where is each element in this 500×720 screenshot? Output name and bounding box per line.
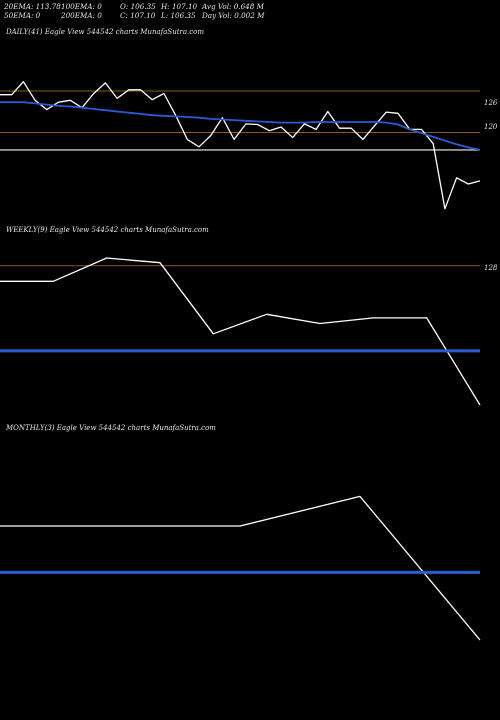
ema200-stat: 200EMA: 0 <box>61 11 102 20</box>
y-tick-label-1-0: 128 <box>484 264 498 272</box>
close-stat: C: 107.10 <box>120 11 156 20</box>
open-stat: O: 106.35 <box>120 2 156 11</box>
y-tick-label-0-1: 120 <box>484 123 498 131</box>
high-stat: H: 107.10 <box>161 2 198 11</box>
price-line-2 <box>0 495 481 641</box>
ema100-stat: 100EMA: 0 <box>61 2 102 11</box>
price-line-1 <box>0 257 481 406</box>
stats-header: 20EMA: 113.78 50EMA: 0 100EMA: 0 200EMA:… <box>4 2 496 22</box>
ema20-stat: 20EMA: 113.78 <box>4 2 61 11</box>
daily-panel-title: DAILY(41) Eagle View 544542 charts Munaf… <box>6 28 205 36</box>
ema-line-0 <box>0 101 481 151</box>
low-stat: L: 106.35 <box>161 11 196 20</box>
price-line-0 <box>0 81 481 210</box>
day-vol-stat: Day Vol: 0.002 M <box>202 11 265 20</box>
weekly-panel-title: WEEKLY(9) Eagle View 544542 charts Munaf… <box>6 226 209 234</box>
ema50-stat: 50EMA: 0 <box>4 11 41 20</box>
monthly-panel-title: MONTHLY(3) Eagle View 544542 charts Muna… <box>6 424 216 432</box>
avg-vol-stat: Avg Vol: 0.648 M <box>202 2 264 11</box>
y-tick-label-0-0: 126 <box>484 99 498 107</box>
